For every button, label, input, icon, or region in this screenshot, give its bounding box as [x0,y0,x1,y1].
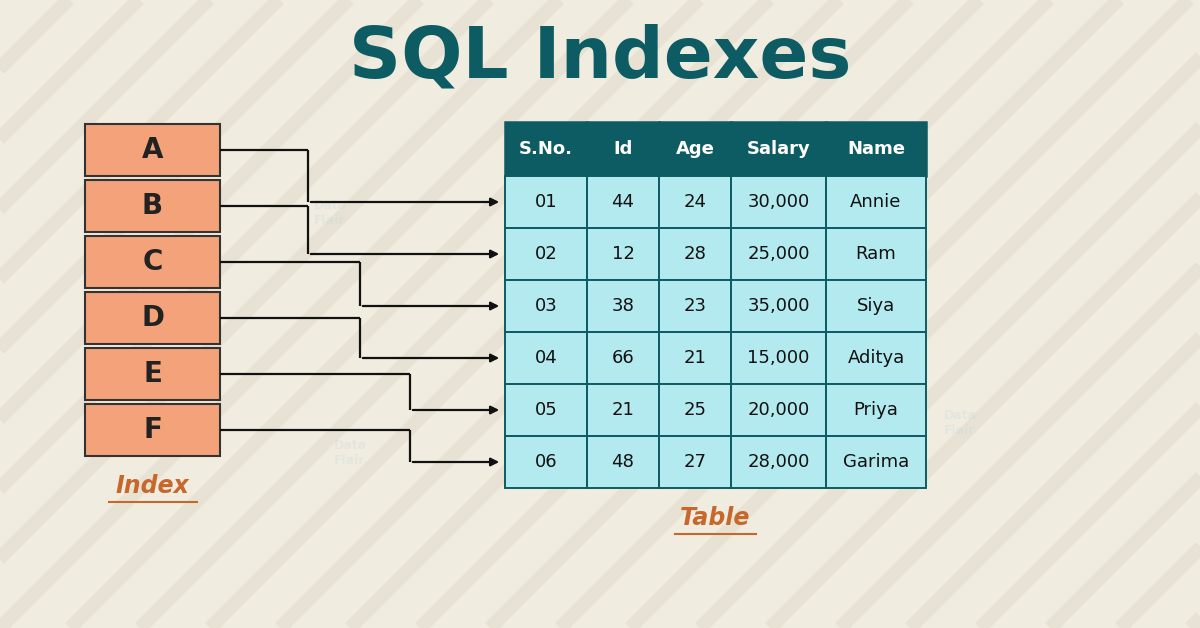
Text: Data
Flair: Data Flair [594,329,626,357]
Text: 04: 04 [535,349,557,367]
Text: 23: 23 [684,297,707,315]
Text: 48: 48 [612,453,635,471]
Bar [826,332,926,384]
Bar [505,122,587,176]
Text: 15,000: 15,000 [748,349,810,367]
Text: 35,000: 35,000 [748,297,810,315]
Text: 03: 03 [535,297,557,315]
Bar [587,280,659,332]
Text: Data
Flair: Data Flair [943,409,977,437]
Bar [826,436,926,488]
Text: Data
Flair: Data Flair [114,309,146,337]
Bar [85,404,220,456]
Bar [505,436,587,488]
Text: 21: 21 [684,349,707,367]
Text: Id: Id [613,140,632,158]
Text: 28: 28 [684,245,707,263]
Bar [659,436,731,488]
Bar [826,280,926,332]
Bar [659,384,731,436]
Text: Ram: Ram [856,245,896,263]
Bar [85,348,220,400]
Text: 25,000: 25,000 [748,245,810,263]
Bar [731,228,826,280]
Bar [731,332,826,384]
Bar [505,176,587,228]
Text: 30,000: 30,000 [748,193,810,211]
Text: 21: 21 [612,401,635,419]
Text: C: C [143,248,163,276]
Text: 44: 44 [612,193,635,211]
Text: D: D [142,304,164,332]
Bar [731,122,826,176]
Bar [85,180,220,232]
Text: 05: 05 [535,401,557,419]
Text: 06: 06 [535,453,557,471]
Bar [505,280,587,332]
Bar [731,280,826,332]
Text: 66: 66 [612,349,635,367]
Bar [826,228,926,280]
Bar [587,122,659,176]
Text: 38: 38 [612,297,635,315]
Bar [659,332,731,384]
Text: 20,000: 20,000 [748,401,810,419]
Text: Data
Flair: Data Flair [334,439,366,467]
Bar [505,384,587,436]
Text: Data
Flair: Data Flair [733,229,767,257]
Text: Siya: Siya [857,297,895,315]
Bar [505,332,587,384]
Bar [587,228,659,280]
Text: Table: Table [680,506,751,530]
Bar [826,384,926,436]
Bar [587,436,659,488]
Bar [587,176,659,228]
Text: Data
Flair: Data Flair [313,199,347,227]
Text: 27: 27 [684,453,707,471]
Text: 01: 01 [535,193,557,211]
Bar [659,280,731,332]
Text: 24: 24 [684,193,707,211]
Bar [826,176,926,228]
Bar [85,124,220,176]
Text: E: E [143,360,162,388]
Bar [826,122,926,176]
Bar [731,384,826,436]
Text: Age: Age [676,140,714,158]
Bar [659,228,731,280]
Text: 25: 25 [684,401,707,419]
Bar [659,122,731,176]
Text: 02: 02 [535,245,557,263]
Bar [587,332,659,384]
Text: B: B [142,192,163,220]
Bar [85,236,220,288]
Text: Priya: Priya [853,401,899,419]
Text: Annie: Annie [851,193,901,211]
Text: 12: 12 [612,245,635,263]
Text: Salary: Salary [746,140,810,158]
Text: 28,000: 28,000 [748,453,810,471]
Text: Garima: Garima [842,453,910,471]
Bar [731,176,826,228]
Text: SQL Indexes: SQL Indexes [349,23,851,92]
Bar [659,176,731,228]
Text: A: A [142,136,163,164]
Text: F: F [143,416,162,444]
Bar [731,436,826,488]
Bar [587,384,659,436]
Bar [505,228,587,280]
Text: Aditya: Aditya [847,349,905,367]
Text: Name: Name [847,140,905,158]
Text: Index: Index [115,474,190,498]
Text: S.No.: S.No. [520,140,574,158]
Bar [85,292,220,344]
